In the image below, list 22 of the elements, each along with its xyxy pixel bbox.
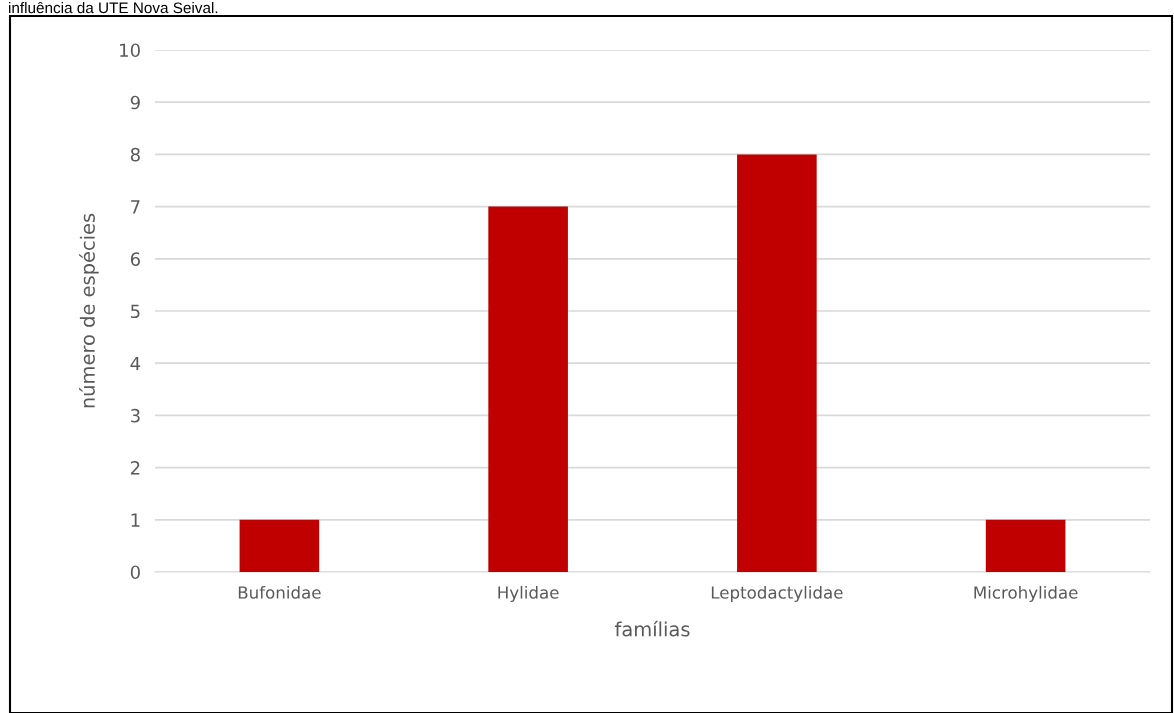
y-tick-label: 3 xyxy=(131,408,140,423)
x-tick-label: Hylidae xyxy=(498,585,559,603)
y-tick-label: 1 xyxy=(131,513,140,527)
x-tick-label: Bufonidae xyxy=(238,585,321,599)
y-tick-label: 0 xyxy=(130,565,140,580)
bar xyxy=(737,154,817,572)
y-tick-label: 6 xyxy=(130,252,140,266)
y-tick-label: 7 xyxy=(131,200,140,214)
x-axis-title: famílias xyxy=(614,620,690,637)
x-tick-label: Microhylidae xyxy=(974,585,1078,603)
bar xyxy=(239,519,320,572)
bar xyxy=(488,206,568,572)
y-tick-label: 10 xyxy=(120,43,140,58)
x-tick-label: Leptodactylidae xyxy=(711,585,843,603)
y-tick-label: 9 xyxy=(130,95,140,110)
y-tick-label: 4 xyxy=(130,356,141,371)
y-axis-title: número de espécies xyxy=(79,213,99,408)
y-tick-label: 2 xyxy=(130,461,140,475)
text: influência da UTE Nova Seival. xyxy=(9,1,218,14)
y-tick-label: 5 xyxy=(131,304,140,319)
bar xyxy=(985,519,1066,572)
y-tick-label: 8 xyxy=(130,147,140,162)
